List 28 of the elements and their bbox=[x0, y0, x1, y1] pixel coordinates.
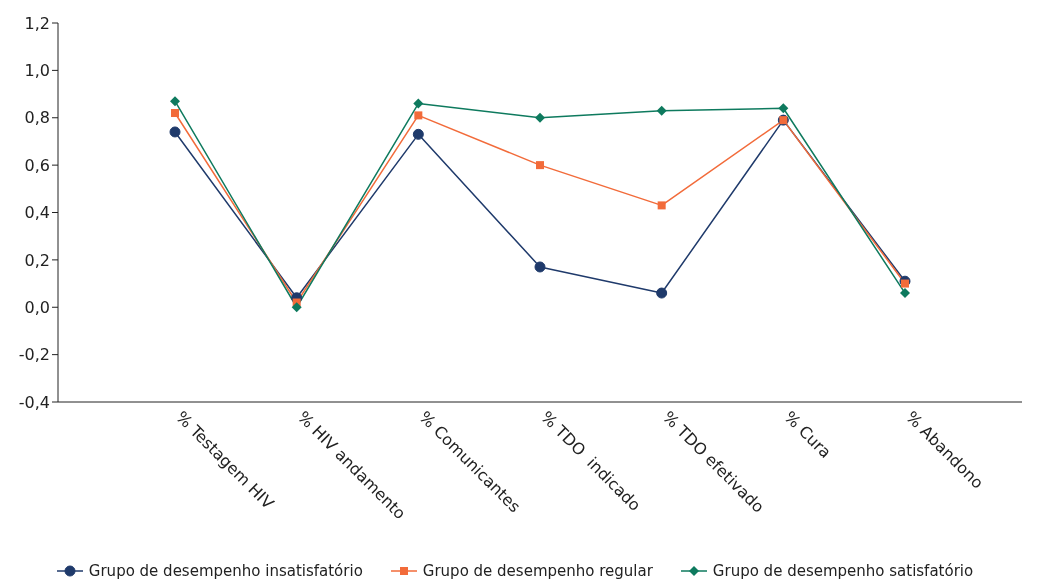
point bbox=[291, 302, 302, 313]
y-tick-label: 0,4 bbox=[24, 203, 50, 223]
point bbox=[900, 288, 910, 299]
y-tick-label: -0,4 bbox=[18, 392, 50, 412]
legend-label: Grupo de desempenho insatisfatório bbox=[87, 562, 363, 580]
y-tick-label: 0,0 bbox=[24, 297, 50, 317]
y-tick-label: 0,2 bbox=[24, 250, 50, 270]
point bbox=[413, 98, 424, 109]
point bbox=[656, 105, 667, 116]
y-tick-label: -0,2 bbox=[18, 345, 50, 365]
point bbox=[534, 261, 546, 273]
y-tick-label: 0,8 bbox=[24, 108, 50, 128]
y-tick-label: 1,2 bbox=[24, 13, 50, 33]
y-tick-label: 0,6 bbox=[24, 155, 50, 175]
point bbox=[412, 128, 424, 140]
point bbox=[901, 279, 909, 288]
point bbox=[171, 109, 179, 118]
point bbox=[657, 201, 666, 210]
point bbox=[778, 103, 789, 114]
point bbox=[536, 161, 544, 170]
point bbox=[170, 96, 180, 107]
legend-label: Grupo de desempenho satisfatório bbox=[711, 562, 974, 580]
point bbox=[656, 287, 668, 299]
legend-label: Grupo de desempenho regular bbox=[421, 562, 653, 580]
point bbox=[169, 126, 181, 138]
point bbox=[414, 111, 423, 120]
point bbox=[535, 112, 545, 123]
y-tick-label: 1,0 bbox=[24, 61, 50, 81]
